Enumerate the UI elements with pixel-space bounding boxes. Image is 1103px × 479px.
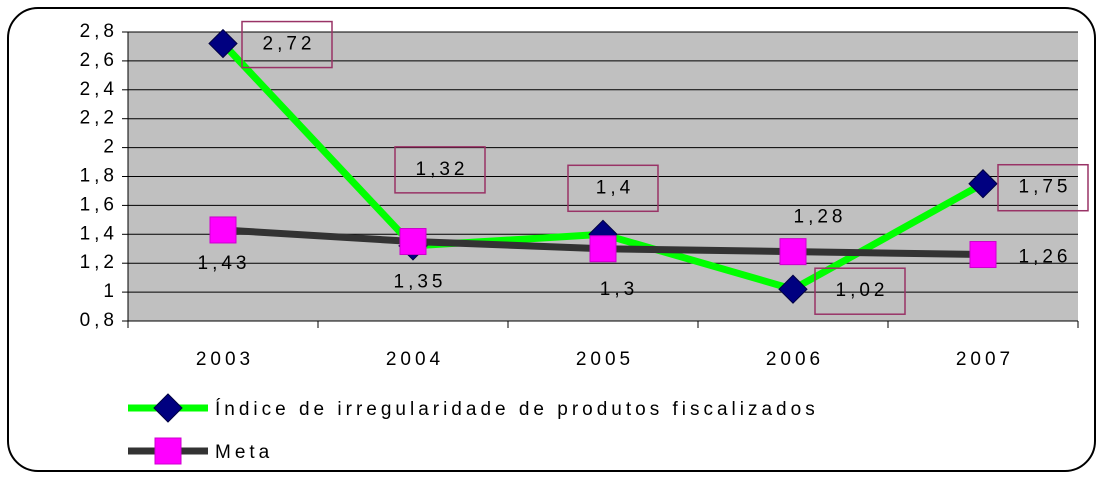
data-point — [779, 238, 807, 266]
data-point — [589, 235, 617, 263]
legend-label: Índice de irregularidade de produtos fis… — [215, 399, 819, 420]
data-label: 1,28 — [794, 207, 847, 228]
y-tick-label: 2,4 — [80, 79, 118, 100]
data-point — [208, 28, 238, 59]
data-label: 1,26 — [1019, 247, 1072, 268]
data-label: 1,35 — [394, 272, 447, 293]
x-tick-label: 2005 — [576, 349, 634, 370]
data-label-box — [997, 163, 1089, 212]
y-tick-label: 1,8 — [80, 166, 118, 187]
x-tick-label: 2006 — [766, 349, 824, 370]
x-tick-label: 2003 — [196, 349, 254, 370]
data-point — [778, 274, 808, 304]
y-tick-label: 2,6 — [80, 50, 118, 71]
data-point — [969, 241, 997, 269]
data-label: 1,43 — [198, 253, 251, 274]
data-label-box — [567, 164, 659, 213]
data-label: 1,4 — [596, 177, 634, 198]
data-point — [209, 216, 237, 244]
legend-marker — [153, 393, 183, 423]
data-point — [968, 169, 998, 199]
legend-marker — [154, 437, 182, 465]
y-tick-label: 2,8 — [80, 21, 118, 42]
data-label: 2,72 — [263, 34, 316, 55]
x-tick-label: 2007 — [956, 349, 1014, 370]
legend-label: Meta — [215, 442, 273, 463]
y-tick-label: 1,2 — [80, 252, 118, 273]
y-tick-label: 2,2 — [80, 108, 118, 129]
y-tick-label: 1,4 — [80, 223, 118, 244]
y-tick-label: 2 — [103, 137, 118, 158]
data-label: 1,3 — [600, 279, 638, 300]
data-label: 1,32 — [416, 159, 469, 180]
y-tick-label: 1 — [103, 281, 118, 302]
x-tick-label: 2004 — [386, 349, 444, 370]
data-label: 1,02 — [836, 280, 889, 301]
y-tick-label: 0,8 — [80, 310, 118, 331]
data-label: 1,75 — [1019, 177, 1072, 198]
data-label-box — [814, 267, 906, 315]
data-point — [399, 228, 427, 256]
data-label-box — [241, 20, 333, 69]
data-label-box — [394, 146, 486, 194]
y-tick-label: 1,6 — [80, 194, 118, 215]
